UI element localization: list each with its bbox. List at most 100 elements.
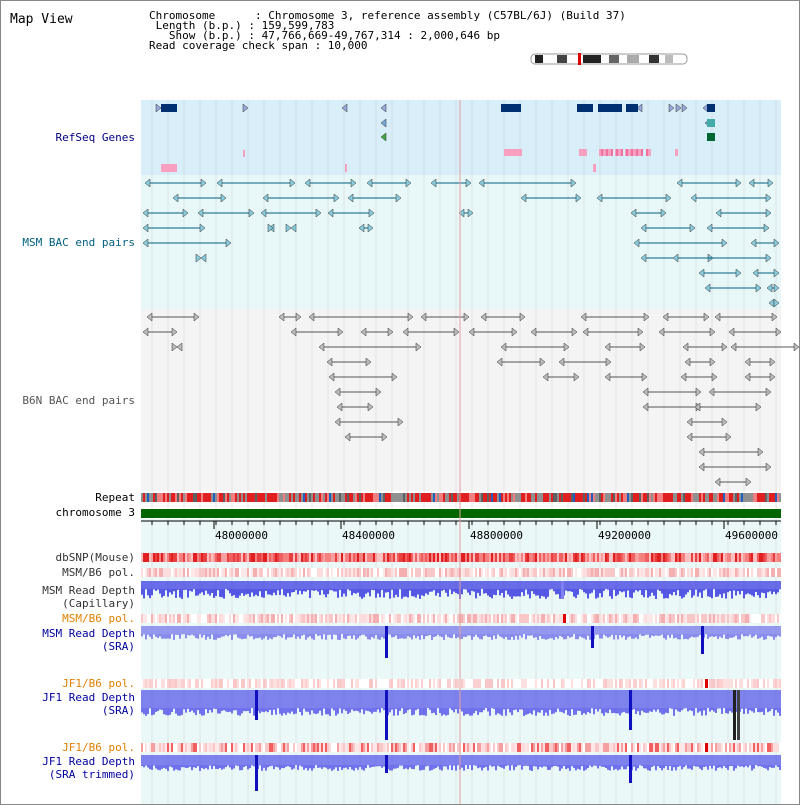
strip-cell	[469, 679, 471, 688]
depth-bar	[263, 634, 265, 639]
strip-cell	[381, 568, 383, 577]
depth-bar	[369, 708, 371, 712]
chromosome-ideogram[interactable]	[530, 53, 688, 65]
b6n-bac-pairs-track[interactable]	[142, 312, 799, 487]
depth-bar	[755, 634, 757, 635]
strip-cell	[429, 568, 431, 577]
msm-bac-end	[766, 283, 773, 293]
strip-cell	[239, 553, 241, 562]
repeat-segment	[425, 493, 427, 502]
depth-bar	[719, 634, 721, 637]
depth-bar	[351, 708, 353, 710]
depth-bar	[165, 708, 167, 715]
depth-bar	[207, 589, 209, 594]
depth-bar	[215, 589, 217, 597]
strip-cell	[235, 568, 237, 577]
strip-cell	[761, 679, 763, 688]
b6n-bac-end	[308, 312, 315, 322]
strip-cell	[673, 614, 675, 623]
strip-cell	[737, 568, 739, 577]
msm-bac-end	[395, 193, 402, 203]
depth-bar	[443, 765, 445, 767]
strip-cell	[725, 679, 727, 688]
strip-cell	[431, 743, 433, 752]
depth-bar	[327, 634, 329, 635]
depth-bar	[369, 634, 371, 640]
depth-bar	[165, 634, 167, 639]
depth-bar	[521, 589, 523, 593]
strip-cell	[373, 614, 375, 623]
depth-bar	[767, 765, 769, 771]
strip-cell	[521, 568, 523, 577]
jf1-b6-pol-track-2[interactable]	[141, 743, 781, 752]
depth-bar	[727, 634, 729, 640]
depth-bar	[401, 589, 403, 599]
depth-bar	[169, 765, 171, 767]
dbsnp-track[interactable]	[141, 553, 781, 562]
depth-bar	[147, 589, 149, 596]
strip-cell	[589, 679, 591, 688]
depth-bar	[259, 634, 261, 638]
strip-cell	[601, 553, 603, 562]
depth-bar	[299, 708, 301, 712]
depth-bar	[413, 589, 415, 597]
depth-bar	[535, 765, 537, 767]
strip-cell	[141, 614, 143, 623]
depth-bar	[255, 634, 257, 639]
depth-bar	[281, 708, 283, 716]
jf1-read-depth-sra-trimmed-track[interactable]	[141, 755, 781, 791]
strip-cell	[343, 553, 345, 562]
strip-cell	[239, 743, 241, 752]
strip-cell	[695, 614, 697, 623]
depth-bar	[145, 708, 147, 716]
strip-cell	[141, 553, 143, 562]
msm-bac-pairs-track[interactable]	[142, 178, 780, 308]
jf1-b6-pol-track-1[interactable]	[141, 679, 781, 688]
strip-cell	[217, 553, 219, 562]
msm-bac-end	[465, 178, 472, 188]
strip-cell	[315, 568, 317, 577]
depth-bar	[355, 634, 357, 640]
repeat-track[interactable]	[141, 493, 781, 502]
msm-b6-pol-track-2[interactable]	[141, 614, 781, 623]
depth-bar	[317, 708, 319, 714]
depth-bar	[253, 708, 255, 716]
depth-bar	[219, 708, 221, 714]
jf1-read-depth-sra-track[interactable]	[141, 690, 781, 740]
depth-bar	[227, 708, 229, 713]
depth-bar	[239, 634, 241, 639]
refseq-genes-track[interactable]	[155, 103, 715, 172]
coordinate-axis	[141, 520, 781, 529]
strip-cell	[419, 553, 421, 562]
depth-bar	[739, 634, 741, 640]
strip-cell	[631, 743, 633, 752]
strip-cell	[429, 614, 431, 623]
msm-b6-pol-track-1[interactable]	[141, 568, 781, 577]
msm-bac-end	[290, 223, 297, 233]
strip-cell	[475, 679, 477, 688]
repeat-segment	[625, 493, 627, 502]
strip-cell	[455, 743, 457, 752]
repeat-segment	[177, 493, 179, 502]
msm-read-depth-capillary-track[interactable]	[141, 581, 781, 599]
repeat-segment	[181, 493, 183, 502]
strip-cell	[725, 568, 727, 577]
repeat-segment	[647, 493, 649, 502]
strip-cell	[267, 553, 269, 562]
repeat-segment	[231, 493, 233, 502]
strip-cell	[503, 679, 505, 688]
strip-cell	[461, 568, 463, 577]
depth-bar	[309, 708, 311, 715]
strip-cell	[275, 743, 277, 752]
repeat-segment	[491, 493, 493, 502]
depth-bar	[543, 765, 545, 767]
b6n-bac-end	[519, 312, 526, 322]
strip-cell	[773, 743, 775, 752]
strip-cell	[759, 553, 761, 562]
strip-cell	[541, 614, 543, 623]
msm-read-depth-sra-track[interactable]	[141, 626, 781, 658]
depth-bar	[309, 589, 311, 599]
strip-cell	[603, 743, 605, 752]
msm-bac-end	[142, 238, 149, 248]
